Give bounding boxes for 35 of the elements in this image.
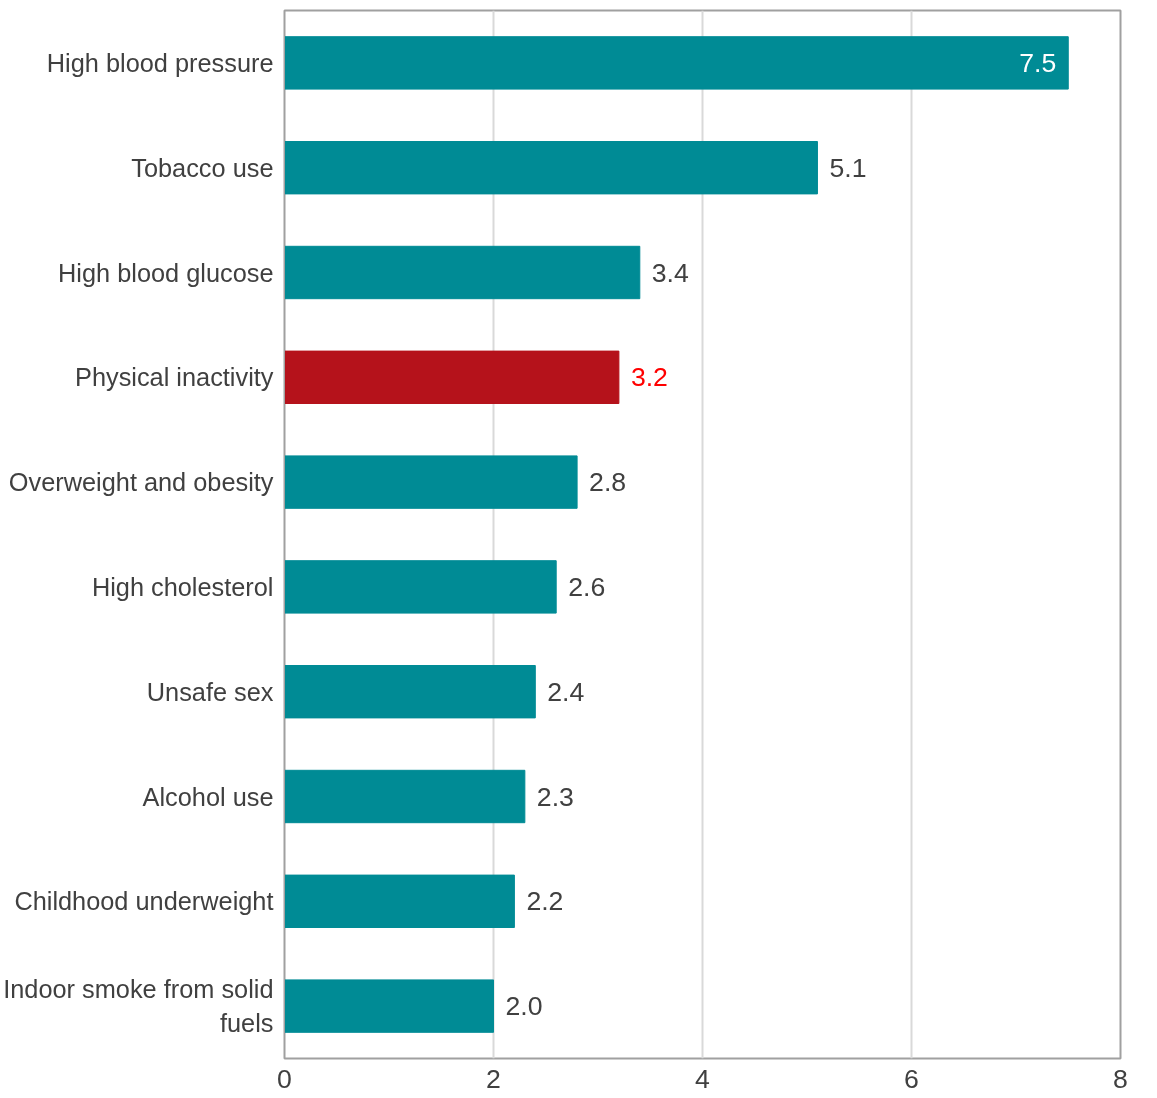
bar <box>284 141 818 195</box>
x-tick-label: 2 <box>486 1063 501 1094</box>
x-tick-label: 6 <box>904 1063 919 1094</box>
data-label: 2.2 <box>526 886 564 917</box>
y-tick-label: High cholesterol <box>91 572 274 601</box>
data-label: 2.0 <box>505 991 543 1022</box>
bar <box>284 455 578 509</box>
y-tick-label: Overweight and obesity <box>8 468 274 497</box>
data-label: 7.5 <box>1019 47 1057 78</box>
y-tick-label: High blood glucose <box>58 258 274 287</box>
y-tick-label: Indoor smoke from solid fuels <box>3 975 274 1037</box>
data-label: 2.6 <box>568 571 606 602</box>
data-label: 2.8 <box>589 467 627 498</box>
x-tick-label: 4 <box>695 1063 711 1094</box>
y-tick-label: Tobacco use <box>131 153 274 182</box>
data-label: 5.1 <box>829 152 867 183</box>
data-label: 3.2 <box>630 362 668 393</box>
data-label: 3.4 <box>651 257 690 288</box>
y-tick-label: Childhood underweight <box>14 887 274 916</box>
y-tick-label: Alcohol use <box>142 782 274 811</box>
bar <box>284 874 515 928</box>
bar <box>284 36 1069 90</box>
bar <box>284 245 641 300</box>
y-tick-label: Physical inactivity <box>75 363 274 392</box>
bar <box>284 350 620 404</box>
bar <box>284 665 536 719</box>
y-tick-label: High blood pressure <box>46 48 274 77</box>
x-tick-label: 0 <box>277 1063 292 1094</box>
x-tick-label: 8 <box>1113 1063 1128 1094</box>
bar <box>284 560 557 614</box>
data-label: 2.3 <box>536 781 574 812</box>
bar <box>284 769 526 824</box>
data-label: 2.4 <box>547 676 585 707</box>
bar <box>284 979 494 1033</box>
y-tick-label: Unsafe sex <box>146 677 274 706</box>
